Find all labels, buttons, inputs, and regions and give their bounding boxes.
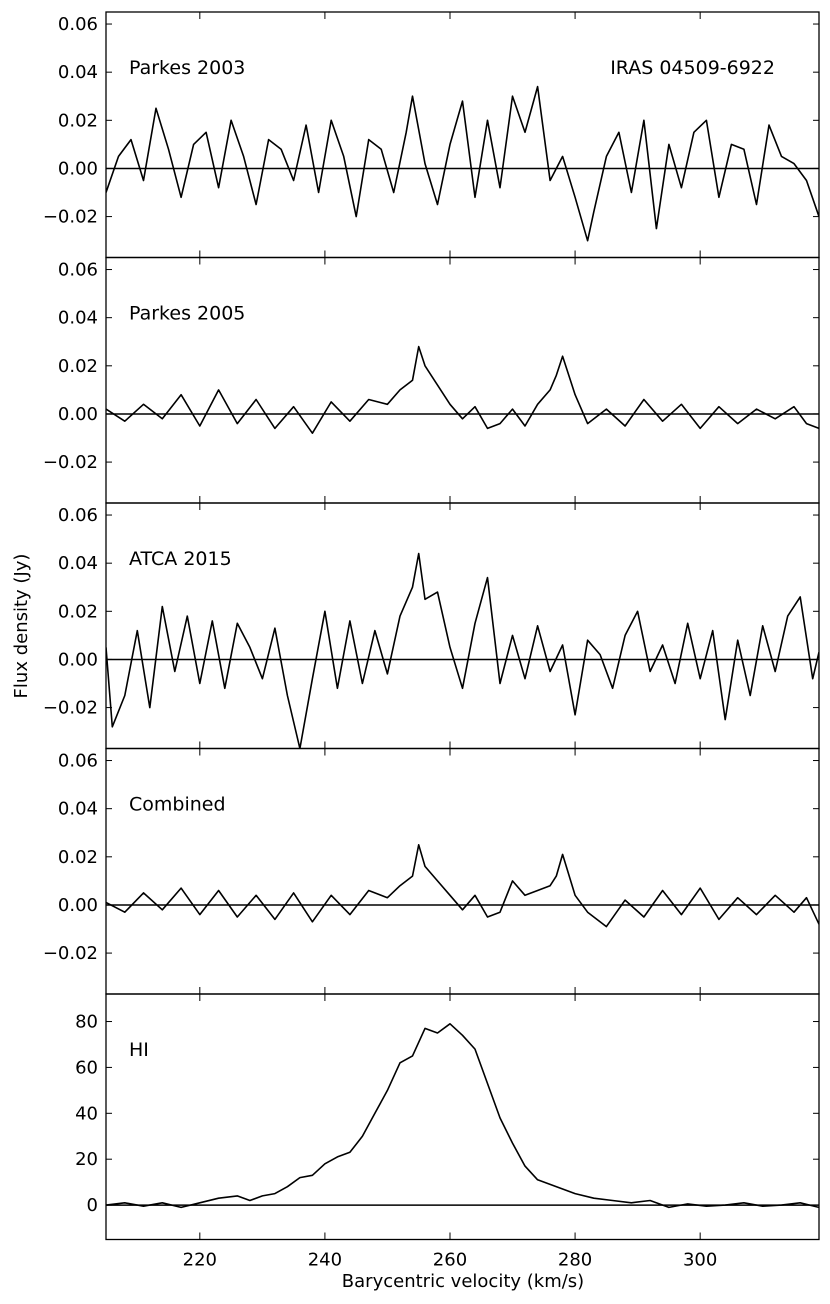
target-annotation: IRAS 04509-6922 [610, 57, 775, 79]
y-tick-label: 40 [75, 1103, 98, 1124]
series-line-parkes-2003 [106, 85, 819, 242]
y-tick-label: 0.00 [58, 404, 98, 425]
panel-parkes-2003: −0.02 0.00 0.02 0.04 0.06 Parkes 2003 [43, 11, 820, 259]
series-line-parkes-2005 [106, 345, 819, 435]
y-tick-label: 80 [75, 1012, 98, 1033]
x-axis-label: Barycentric velocity (km/s) [342, 1271, 584, 1292]
y-tick-label: 0.04 [58, 62, 98, 83]
y-tick-label: 0.06 [58, 505, 98, 526]
panel-frame [105, 993, 820, 1241]
panel-hi: 0 20 40 60 80 HI [75, 993, 820, 1241]
panel-combined: −0.02 0.00 0.02 0.04 0.06 Combined [43, 747, 820, 995]
y-tick-label: 0.06 [58, 751, 98, 772]
y-tick-label: 0.04 [58, 799, 98, 820]
y-tick-label: 20 [75, 1149, 98, 1170]
panels-group: −0.02 0.00 0.02 0.04 0.06 Parkes 2003 −0.02 0.0… [43, 11, 820, 1271]
x-tick-label: 220 [183, 1250, 217, 1271]
panel-label: Parkes 2003 [129, 57, 245, 79]
y-tick-label: 0 [87, 1195, 98, 1216]
y-tick-label: 0.00 [58, 649, 98, 670]
y-tick-label: 0.02 [58, 847, 98, 868]
series-line-combined [106, 843, 819, 928]
x-tick-label: 280 [558, 1250, 592, 1271]
x-tick-label: 260 [433, 1250, 467, 1271]
panel-label: ATCA 2015 [129, 548, 232, 570]
y-tick-label: 0.06 [58, 14, 98, 35]
y-tick-label: −0.02 [43, 207, 98, 228]
y-tick-label: 60 [75, 1057, 98, 1078]
y-tick-label: 0.02 [58, 110, 98, 131]
y-tick-label: 0.00 [58, 895, 98, 916]
series-line-hi [106, 1022, 819, 1209]
y-tick-label: −0.02 [43, 943, 98, 964]
y-tick-label: −0.02 [43, 698, 98, 719]
y-axis-label: Flux density (Jy) [11, 554, 32, 699]
y-tick-label: 0.04 [58, 308, 98, 329]
x-tick-label: 240 [308, 1250, 342, 1271]
panel-parkes-2005: −0.02 0.00 0.02 0.04 0.06 Parkes 2005 [43, 256, 820, 504]
panel-frame [105, 256, 820, 504]
y-tick-label: 0.00 [58, 158, 98, 179]
panel-label: Parkes 2005 [129, 303, 245, 325]
panel-atca-2015: −0.02 0.00 0.02 0.04 0.06 ATCA 2015 [43, 502, 820, 750]
x-tick-label: 300 [683, 1250, 717, 1271]
panel-frame [105, 11, 820, 259]
series-line-atca-2015 [106, 552, 819, 749]
panel-label: Combined [129, 794, 226, 816]
y-tick-label: −0.02 [43, 452, 98, 473]
y-tick-label: 0.04 [58, 553, 98, 574]
y-tick-label: 0.06 [58, 260, 98, 281]
panel-frame [105, 747, 820, 995]
y-tick-label: 0.02 [58, 356, 98, 377]
y-tick-label: 0.02 [58, 601, 98, 622]
panel-label: HI [129, 1039, 149, 1061]
